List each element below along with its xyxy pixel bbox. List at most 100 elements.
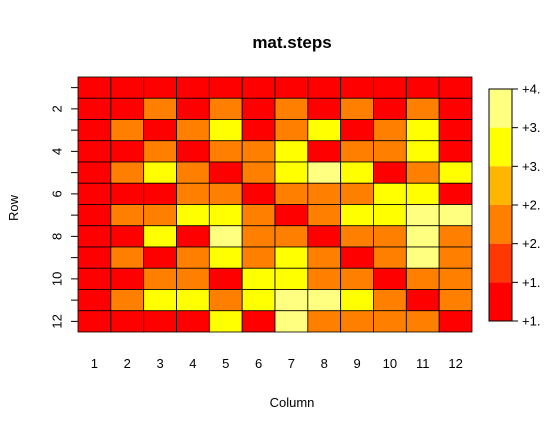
heatmap-cell	[405, 140, 440, 163]
heatmap-cell	[438, 204, 473, 227]
heatmap-cell	[143, 289, 177, 312]
heatmap-cell	[340, 289, 374, 312]
heatmap-cell	[438, 119, 473, 142]
chart-title: mat.steps	[252, 33, 331, 52]
heatmap-cell	[340, 182, 374, 205]
heatmap-cell	[274, 97, 309, 120]
y-tick-label: 2	[50, 105, 65, 112]
heatmap-cell	[438, 310, 473, 333]
heatmap-cell	[373, 289, 407, 312]
heatmap-cell	[110, 161, 145, 184]
x-tick-label: 6	[255, 356, 262, 371]
heatmap-cell	[274, 225, 309, 248]
heatmap-cell	[241, 76, 276, 99]
heatmap-cell	[176, 246, 210, 269]
heatmap-cell	[340, 310, 374, 333]
x-axis: 1 2 3 4 5 6 7 8 9 10 11 12	[91, 356, 463, 371]
x-tick-label: 7	[288, 356, 295, 371]
heatmap-cell	[274, 310, 309, 333]
legend-swatch	[489, 166, 512, 205]
heatmap-cell	[110, 76, 145, 99]
y-tick-label: 8	[50, 233, 65, 240]
legend-label: +3.	[522, 120, 540, 135]
heatmap-cell	[405, 119, 440, 142]
heatmap-cell	[110, 310, 145, 333]
heatmap-cell	[405, 225, 440, 248]
heatmap-cell	[176, 182, 210, 205]
heatmap-cell	[307, 225, 342, 248]
legend-label: +2.	[522, 198, 540, 213]
heatmap-cell	[405, 97, 440, 120]
legend-label: +1.	[522, 275, 540, 290]
heatmap-cell	[77, 310, 112, 333]
heatmap-cell	[340, 140, 374, 163]
heatmap-cell	[143, 182, 177, 205]
heatmap-cell	[143, 267, 177, 290]
legend-swatch	[489, 282, 512, 321]
heatmap-cell	[143, 310, 177, 333]
heatmap-cells	[77, 76, 473, 333]
heatmap-cell	[307, 204, 342, 227]
heatmap-cell	[176, 204, 210, 227]
heatmap-cell	[307, 182, 342, 205]
heatmap-cell	[176, 97, 210, 120]
heatmap-cell	[143, 119, 177, 142]
heatmap-cell	[110, 267, 145, 290]
heatmap-cell	[373, 267, 407, 290]
heatmap-cell	[176, 267, 210, 290]
heatmap-cell	[208, 225, 243, 248]
heatmap-cell	[438, 97, 473, 120]
heatmap-cell	[373, 182, 407, 205]
x-tick-label: 3	[156, 356, 163, 371]
heatmap-cell	[340, 246, 374, 269]
heatmap-cell	[241, 267, 276, 290]
heatmap-cell	[438, 289, 473, 312]
heatmap-cell	[241, 246, 276, 269]
heatmap-cell	[405, 246, 440, 269]
legend-label: +2.	[522, 236, 540, 251]
heatmap-cell	[176, 119, 210, 142]
x-tick-label: 5	[222, 356, 229, 371]
heatmap-cell	[274, 76, 309, 99]
heatmap-cell	[241, 161, 276, 184]
heatmap-cell	[274, 161, 309, 184]
heatmap-cell	[274, 140, 309, 163]
legend-swatch	[489, 127, 512, 167]
heatmap-cell	[208, 246, 243, 269]
heatmap-cell	[241, 140, 276, 163]
heatmap-cell	[208, 97, 243, 120]
heatmap-cell	[143, 140, 177, 163]
heatmap-cell	[143, 204, 177, 227]
heatmap-cell	[274, 119, 309, 142]
x-tick-label: 2	[124, 356, 131, 371]
heatmap-cell	[77, 246, 112, 269]
heatmap-cell	[208, 310, 243, 333]
heatmap-cell	[110, 97, 145, 120]
heatmap-cell	[77, 267, 112, 290]
heatmap-cell	[373, 161, 407, 184]
heatmap-cell	[241, 119, 276, 142]
y-tick-label: 6	[50, 190, 65, 197]
heatmap-cell	[208, 182, 243, 205]
heatmap-cell	[405, 204, 440, 227]
heatmap-cell	[77, 182, 112, 205]
heatmap-cell	[340, 97, 374, 120]
heatmap-cell	[208, 76, 243, 99]
heatmap-cell	[373, 76, 407, 99]
x-tick-label: 4	[189, 356, 196, 371]
heatmap-cell	[438, 140, 473, 163]
heatmap-cell	[241, 182, 276, 205]
heatmap-cell	[307, 310, 342, 333]
heatmap-cell	[77, 119, 112, 142]
heatmap-cell	[438, 161, 473, 184]
heatmap-cell	[373, 225, 407, 248]
heatmap-cell	[143, 76, 177, 99]
heatmap-cell	[77, 97, 112, 120]
heatmap-cell	[208, 140, 243, 163]
heatmap-cell	[373, 310, 407, 333]
y-tick-label: 12	[50, 314, 65, 328]
heatmap-cell	[373, 204, 407, 227]
heatmap-cell	[438, 246, 473, 269]
heatmap-cell	[438, 225, 473, 248]
heatmap-cell	[307, 76, 342, 99]
